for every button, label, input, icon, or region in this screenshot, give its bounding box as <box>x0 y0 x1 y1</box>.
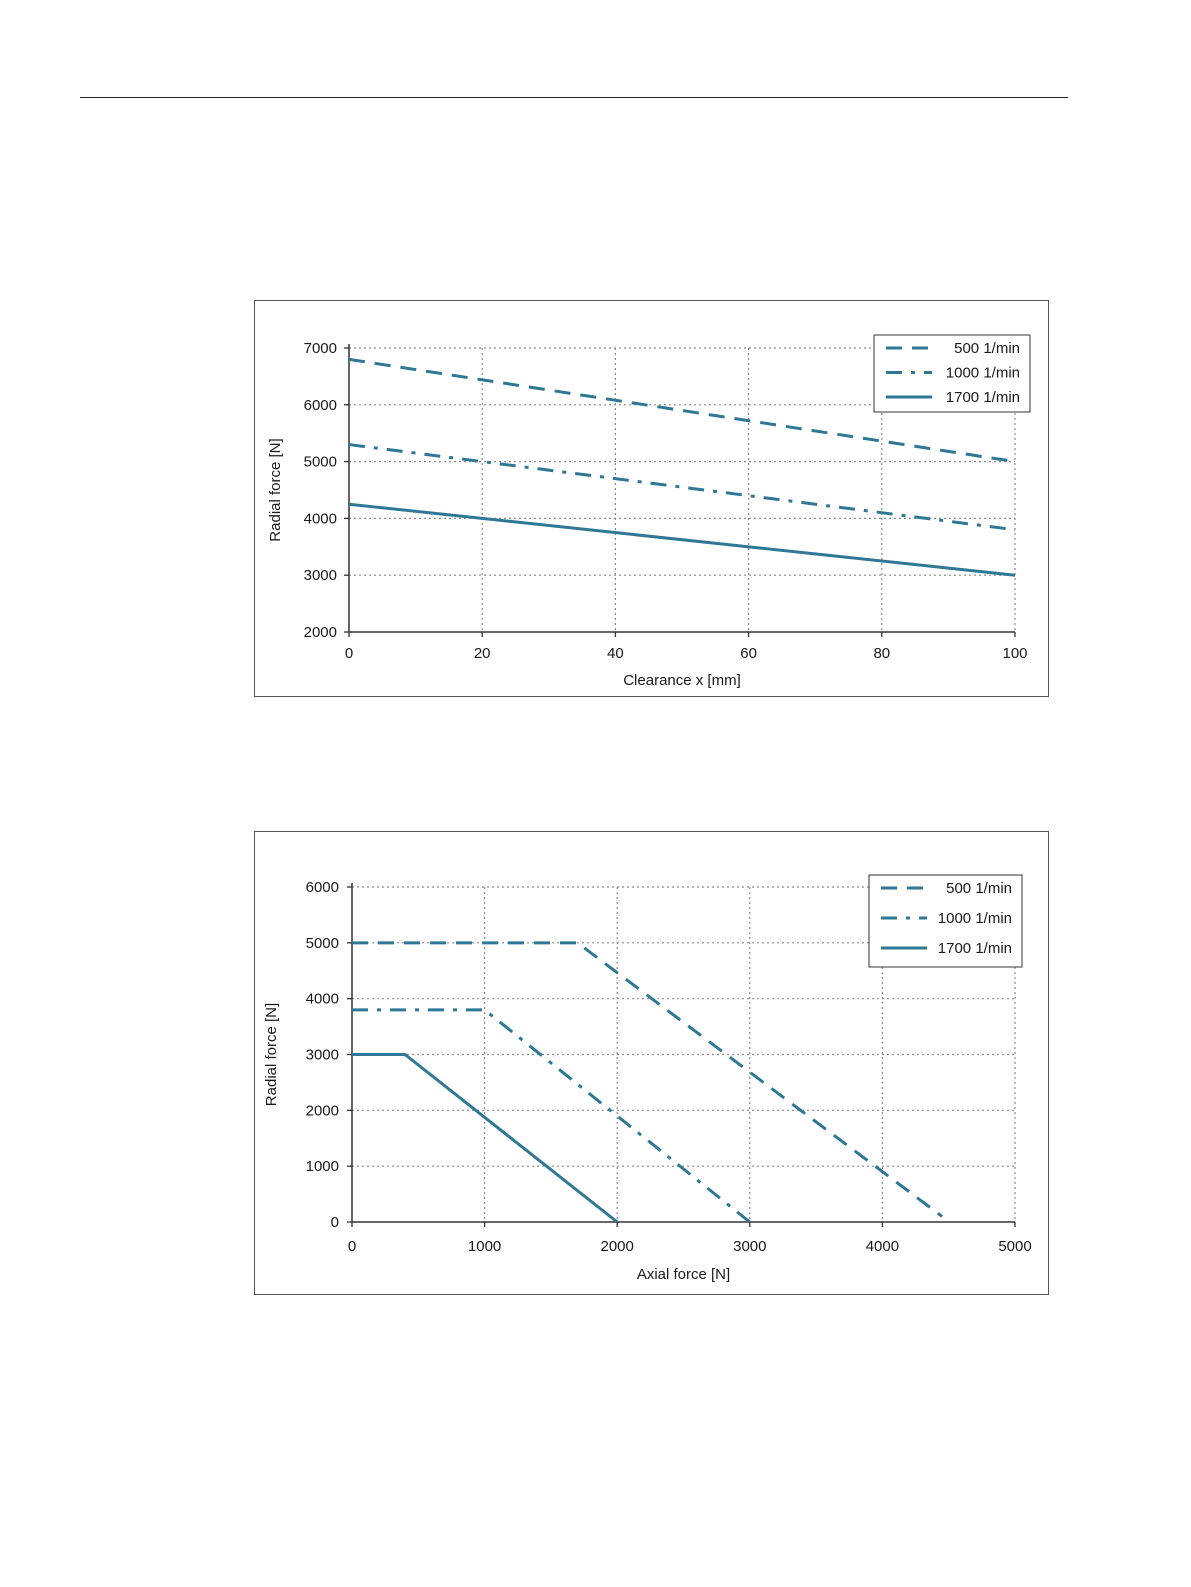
x-tick-label: 100 <box>1002 645 1027 662</box>
series-line <box>352 1053 619 1224</box>
y-tick-label: 6000 <box>304 397 337 414</box>
legend-label: 1000 1/min <box>946 365 1020 382</box>
x-tick-label: 20 <box>474 645 491 662</box>
y-tick-label: 5000 <box>304 454 337 471</box>
series-line <box>352 1008 751 1224</box>
x-tick-label: 2000 <box>601 1238 634 1255</box>
legend-box <box>868 874 1023 968</box>
y-tick-label: 5000 <box>306 935 339 952</box>
legend-label: 1700 1/min <box>938 940 1012 957</box>
x-tick-label: 3000 <box>733 1238 766 1255</box>
x-tick-label: 1000 <box>468 1238 501 1255</box>
x-tick-label: 40 <box>607 645 624 662</box>
legend-label: 500 1/min <box>946 880 1012 897</box>
y-tick-label: 0 <box>331 1214 339 1231</box>
y-tick-label: 3000 <box>306 1047 339 1064</box>
y-tick-label: 4000 <box>304 510 337 527</box>
x-tick-label: 80 <box>873 645 890 662</box>
series-line <box>352 941 943 1218</box>
legend-label: 500 1/min <box>954 340 1020 357</box>
series-line <box>348 443 1016 532</box>
y-tick-label: 2000 <box>304 624 337 641</box>
x-axis-label: Axial force [N] <box>637 1266 730 1283</box>
chart-svg: 0 20 40 60 80 100 2000 3000 4000 5000 6000 7000 Clea… <box>267 334 1031 689</box>
legend-label: 1000 1/min <box>938 910 1012 927</box>
x-tick-label: 60 <box>740 645 757 662</box>
y-tick-label: 4000 <box>306 991 339 1008</box>
x-tick-label: 4000 <box>866 1238 899 1255</box>
x-tick-label: 0 <box>348 1238 356 1255</box>
chart-radial-force-vs-axial-force: 0 1000 2000 3000 4000 5000 0 1000 2000 3000 4000 50… <box>254 831 1049 1295</box>
x-tick-label: 5000 <box>998 1238 1031 1255</box>
page-header-rule <box>80 97 1068 98</box>
series-line <box>348 502 1016 577</box>
y-axis-label: Radial force [N] <box>267 438 284 541</box>
chart-radial-force-vs-clearance: 0 20 40 60 80 100 2000 3000 4000 5000 6000 7000 Clea… <box>254 300 1049 697</box>
y-tick-label: 2000 <box>306 1102 339 1119</box>
y-tick-label: 7000 <box>304 340 337 357</box>
x-axis-label: Clearance x [mm] <box>623 672 741 689</box>
legend-label: 1700 1/min <box>946 389 1020 406</box>
chart-svg: 0 1000 2000 3000 4000 5000 0 1000 2000 3000 4000 50… <box>263 874 1032 1283</box>
x-tick-label: 0 <box>345 645 353 662</box>
y-axis-label: Radial force [N] <box>263 1003 280 1106</box>
y-tick-label: 1000 <box>306 1158 339 1175</box>
series-line <box>348 357 1016 464</box>
y-tick-label: 3000 <box>304 567 337 584</box>
y-tick-label: 6000 <box>306 879 339 896</box>
